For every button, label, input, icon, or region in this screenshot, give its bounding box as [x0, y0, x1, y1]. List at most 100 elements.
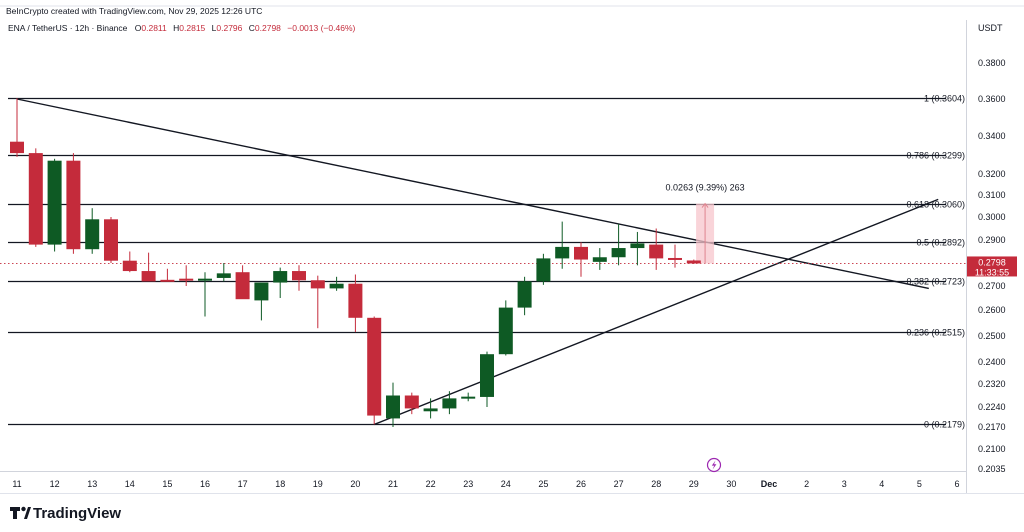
fib-label: 0.786 (0.3299) — [906, 151, 965, 161]
time-tick-label: 20 — [350, 479, 360, 489]
candle-body — [122, 260, 137, 272]
lightning-event-icon[interactable] — [706, 457, 722, 473]
candle-body — [574, 246, 588, 260]
candle-body — [592, 257, 607, 262]
fib-label: 0.382 (0.2723) — [906, 277, 965, 287]
time-tick-label: 28 — [651, 479, 661, 489]
attribution-text: BeInCrypto created with TradingView.com,… — [6, 6, 262, 16]
candle-body — [66, 160, 81, 250]
close-label: C — [249, 23, 255, 33]
candle-body — [160, 279, 175, 282]
candle-body — [611, 248, 626, 258]
candle-body — [442, 398, 457, 409]
time-tick-label: 6 — [954, 479, 959, 489]
time-tick-label: 22 — [426, 479, 436, 489]
trendline — [373, 198, 939, 426]
open-value: 0.2811 — [141, 23, 167, 33]
time-tick-label: 11 — [12, 479, 21, 489]
price-badge-bg — [967, 256, 1017, 277]
candle-body — [461, 396, 476, 399]
brand-name: TradingView — [33, 505, 121, 522]
candle-body — [555, 246, 570, 259]
candle-body — [254, 282, 269, 301]
candle-body — [141, 271, 156, 282]
time-tick-label: 29 — [689, 479, 699, 489]
time-tick-label: Dec — [761, 479, 778, 489]
time-tick-label: 16 — [200, 479, 210, 489]
fib-label: 1 (0.3604) — [924, 94, 965, 104]
price-tick-label: 0.3800 — [978, 58, 1006, 68]
candle-body — [480, 354, 494, 397]
price-tick-label: 0.2240 — [978, 402, 1006, 412]
time-tick-label: 30 — [726, 479, 736, 489]
candle-body — [292, 271, 306, 281]
candle-body — [235, 272, 250, 300]
price-tick-label: 0.3600 — [978, 94, 1006, 104]
candle-body — [47, 160, 62, 245]
price-tick-label: 0.2170 — [978, 422, 1006, 432]
price-tick-label: 0.2700 — [978, 281, 1006, 291]
high-label: H — [173, 23, 179, 33]
price-tick-label: 0.2900 — [978, 235, 1006, 245]
price-tick-label: 0.2320 — [978, 379, 1006, 389]
measure-label: 0.0263 (9.39%) 263 — [666, 183, 745, 193]
time-tick-label: 5 — [917, 479, 922, 489]
candle-body — [649, 244, 664, 259]
current-price-label: 0.2798 — [978, 257, 1006, 267]
candle-body — [28, 153, 43, 245]
candle-body — [536, 258, 551, 282]
countdown-label: 11:33:55 — [975, 267, 1009, 277]
change-value: −0.0013 (−0.46%) — [287, 23, 355, 33]
trendline — [16, 98, 929, 290]
candle-body — [498, 307, 513, 355]
close-value: 0.2798 — [255, 23, 281, 33]
candle-body — [386, 395, 400, 419]
candle-body — [10, 141, 24, 154]
high-value: 0.2815 — [179, 23, 205, 33]
symbol-label: ENA / TetherUS · 12h · Binance — [8, 23, 128, 33]
fib-label: 0.5 (0.2892) — [916, 238, 965, 248]
time-axis-ticks: 11 12 13 14 15 16 17 18 19 20 21 22 23 24 25 26 27 28 29 30… — [12, 479, 959, 489]
trendlines — [16, 98, 939, 426]
candle-body — [423, 408, 438, 412]
fib-levels: 1 (0.3604) 0.786 (0.3299) 0.618 (0.3060) 0.… — [8, 94, 965, 430]
candle-body — [198, 278, 212, 281]
time-tick-label: 24 — [501, 479, 511, 489]
candle-body — [668, 257, 682, 260]
candle-body — [104, 219, 118, 261]
time-tick-label: 12 — [50, 479, 60, 489]
price-tick-label: 0.3400 — [978, 131, 1006, 141]
measure-tool — [696, 202, 715, 264]
candle-body — [630, 243, 645, 249]
tradingview-logo-icon — [10, 506, 31, 519]
time-tick-label: 2 — [804, 479, 809, 489]
price-tick-label: 0.2100 — [978, 444, 1006, 454]
candle-body — [179, 278, 194, 281]
current-price-badge: 0.2798 11:33:55 — [967, 256, 1017, 277]
candles — [10, 98, 701, 427]
price-tick-label: 0.3200 — [978, 169, 1006, 179]
ohlc-legend: ENA / TetherUS · 12h · Binance O0.2811 H… — [8, 23, 356, 33]
candle-body — [329, 283, 344, 289]
candle-body — [348, 283, 363, 318]
price-tick-label: 0.3100 — [978, 190, 1006, 200]
time-tick-label: 27 — [614, 479, 624, 489]
fib-label: 0.236 (0.2515) — [906, 328, 965, 338]
measure-arrowhead — [701, 202, 709, 208]
time-tick-label: 3 — [842, 479, 847, 489]
time-tick-label: 15 — [162, 479, 172, 489]
price-tick-label: 0.2400 — [978, 357, 1006, 367]
time-tick-label: 26 — [576, 479, 586, 489]
candle-body — [367, 317, 382, 416]
candle-body — [310, 280, 325, 289]
open-label: O — [135, 23, 142, 33]
candle-body — [85, 219, 100, 250]
candle-body — [216, 273, 231, 278]
time-tick-label: 21 — [388, 479, 398, 489]
price-tick-label: 0.2035 — [978, 464, 1006, 474]
low-label: L — [212, 23, 217, 33]
time-tick-label: 18 — [275, 479, 285, 489]
candle-body — [404, 395, 419, 409]
candle-body — [686, 260, 701, 264]
